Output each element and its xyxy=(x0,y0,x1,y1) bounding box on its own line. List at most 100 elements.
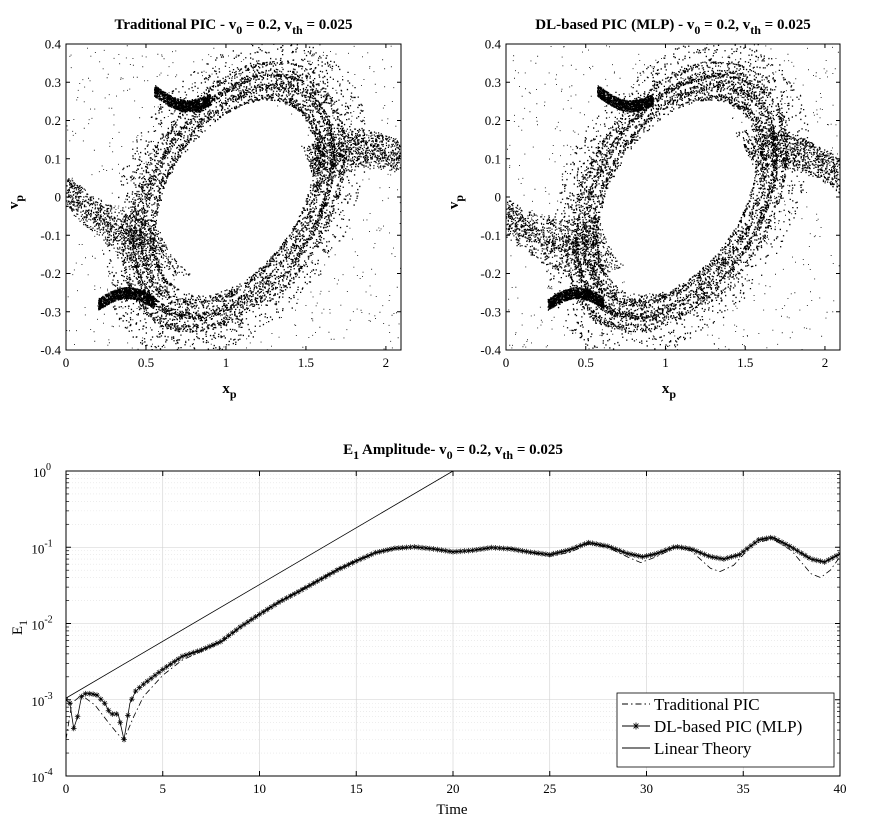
mlp-marker xyxy=(655,550,661,556)
y-tick-label: 10-4 xyxy=(31,767,52,785)
y-tick-label: 0 xyxy=(495,190,502,205)
mlp-marker xyxy=(94,692,100,698)
mlp-marker xyxy=(574,544,580,550)
mlp-marker xyxy=(697,550,704,556)
mlp-marker xyxy=(806,555,812,561)
mlp-marker xyxy=(508,546,514,552)
y-tick-label: -0.4 xyxy=(480,343,501,358)
mlp-marker xyxy=(620,549,627,555)
y-tick-label: -0.3 xyxy=(40,304,61,319)
mlp-marker xyxy=(694,548,700,555)
x-tick-label: 30 xyxy=(640,781,653,796)
y-axis-label-group: E1 xyxy=(10,620,30,635)
mlp-marker xyxy=(252,614,259,620)
phase-space-panel-traditional: 0 0.5 1 1.5 2 -0.4 -0.3 -0.2 -0.1 0 0.1 0.2 0.3 0.4 Tr… xyxy=(6,17,402,401)
mlp-marker xyxy=(485,545,491,551)
x-tick-label: 15 xyxy=(350,781,363,796)
mlp-marker xyxy=(372,549,379,556)
mlp-marker xyxy=(450,549,456,555)
mlp-marker xyxy=(562,548,569,554)
mlp-marker xyxy=(283,595,290,601)
mlp-marker xyxy=(678,544,685,551)
mlp-marker xyxy=(616,547,623,554)
mlp-marker xyxy=(256,611,263,618)
amplitude-panel: 0 5 10 15 20 25 30 35 40 100 10-1 10-2 10-3 10-4 E1 Am… xyxy=(10,442,847,818)
x-tick-label: 10 xyxy=(253,781,266,796)
mlp-marker xyxy=(202,645,209,652)
mlp-marker xyxy=(260,609,267,615)
mlp-marker xyxy=(674,544,681,550)
y-tick-label: -0.2 xyxy=(480,266,501,281)
mlp-marker xyxy=(187,651,193,657)
mlp-marker xyxy=(438,547,445,553)
mlp-marker xyxy=(245,619,251,625)
mlp-marker xyxy=(790,545,797,552)
mlp-marker xyxy=(105,707,112,714)
y-tick-label: 0.3 xyxy=(485,75,501,90)
mlp-marker xyxy=(717,555,723,562)
mlp-marker xyxy=(728,554,735,560)
mlp-marker xyxy=(454,548,460,555)
mlp-marker xyxy=(651,551,658,558)
mlp-marker xyxy=(241,621,247,628)
chart-title: Traditional PIC - v0 = 0.2, vth = 0.025 xyxy=(114,17,352,37)
mlp-marker xyxy=(798,550,805,556)
mlp-marker xyxy=(763,535,770,542)
mlp-marker xyxy=(411,544,418,550)
mlp-marker xyxy=(457,548,464,555)
mlp-marker xyxy=(821,559,828,565)
y-tick-label: -0.4 xyxy=(40,343,61,358)
mlp-marker xyxy=(407,544,414,550)
mlp-marker xyxy=(399,544,406,551)
mlp-marker xyxy=(90,691,96,697)
mlp-marker xyxy=(299,586,305,593)
mlp-marker xyxy=(423,545,429,551)
x-axis-label: xp xyxy=(222,381,237,401)
mlp-marker xyxy=(535,550,541,557)
y-axis-label-group: vp xyxy=(446,195,466,210)
mlp-marker xyxy=(225,632,232,639)
mlp-marker xyxy=(175,656,182,662)
mlp-marker xyxy=(218,638,224,645)
x-tick-label: 0.5 xyxy=(578,355,594,370)
mlp-marker xyxy=(365,553,371,559)
mlp-marker xyxy=(496,545,503,551)
mlp-marker xyxy=(465,547,472,554)
mlp-marker xyxy=(318,576,325,582)
mlp-marker xyxy=(341,563,348,570)
mlp-marker xyxy=(434,546,441,553)
y-tick-label: 0 xyxy=(55,190,62,205)
mlp-marker xyxy=(426,545,433,552)
mlp-marker xyxy=(396,545,402,551)
mlp-marker xyxy=(477,546,483,553)
mlp-marker xyxy=(368,551,375,558)
mlp-marker xyxy=(732,552,739,559)
mlp-marker xyxy=(121,736,127,743)
mlp-marker xyxy=(237,624,243,630)
mlp-marker xyxy=(473,547,480,553)
y-tick-label: 0.4 xyxy=(485,37,502,52)
legend-box xyxy=(616,692,835,768)
legend-label: DL-based PIC (MLP) xyxy=(654,717,802,736)
mlp-marker xyxy=(740,548,747,555)
mlp-marker xyxy=(210,642,216,648)
mlp-marker xyxy=(446,548,452,555)
mlp-marker xyxy=(577,542,584,549)
y-tick-label: -0.1 xyxy=(480,228,501,243)
y-tick-label: 0.2 xyxy=(45,113,61,128)
mlp-marker xyxy=(500,545,507,552)
mlp-marker xyxy=(779,539,785,546)
mlp-marker xyxy=(744,545,750,552)
mlp-marker xyxy=(380,548,387,554)
mlp-marker xyxy=(353,558,360,564)
x-tick-label: 40 xyxy=(834,781,847,796)
mlp-marker xyxy=(314,578,321,584)
mlp-marker xyxy=(183,652,189,658)
mlp-marker xyxy=(531,549,538,556)
mlp-marker xyxy=(101,700,108,707)
y-axis-label: E1 xyxy=(10,620,30,635)
y-axis-label-group: vp xyxy=(6,195,26,210)
y-tick-label: -0.3 xyxy=(480,304,501,319)
mlp-marker xyxy=(392,545,398,552)
